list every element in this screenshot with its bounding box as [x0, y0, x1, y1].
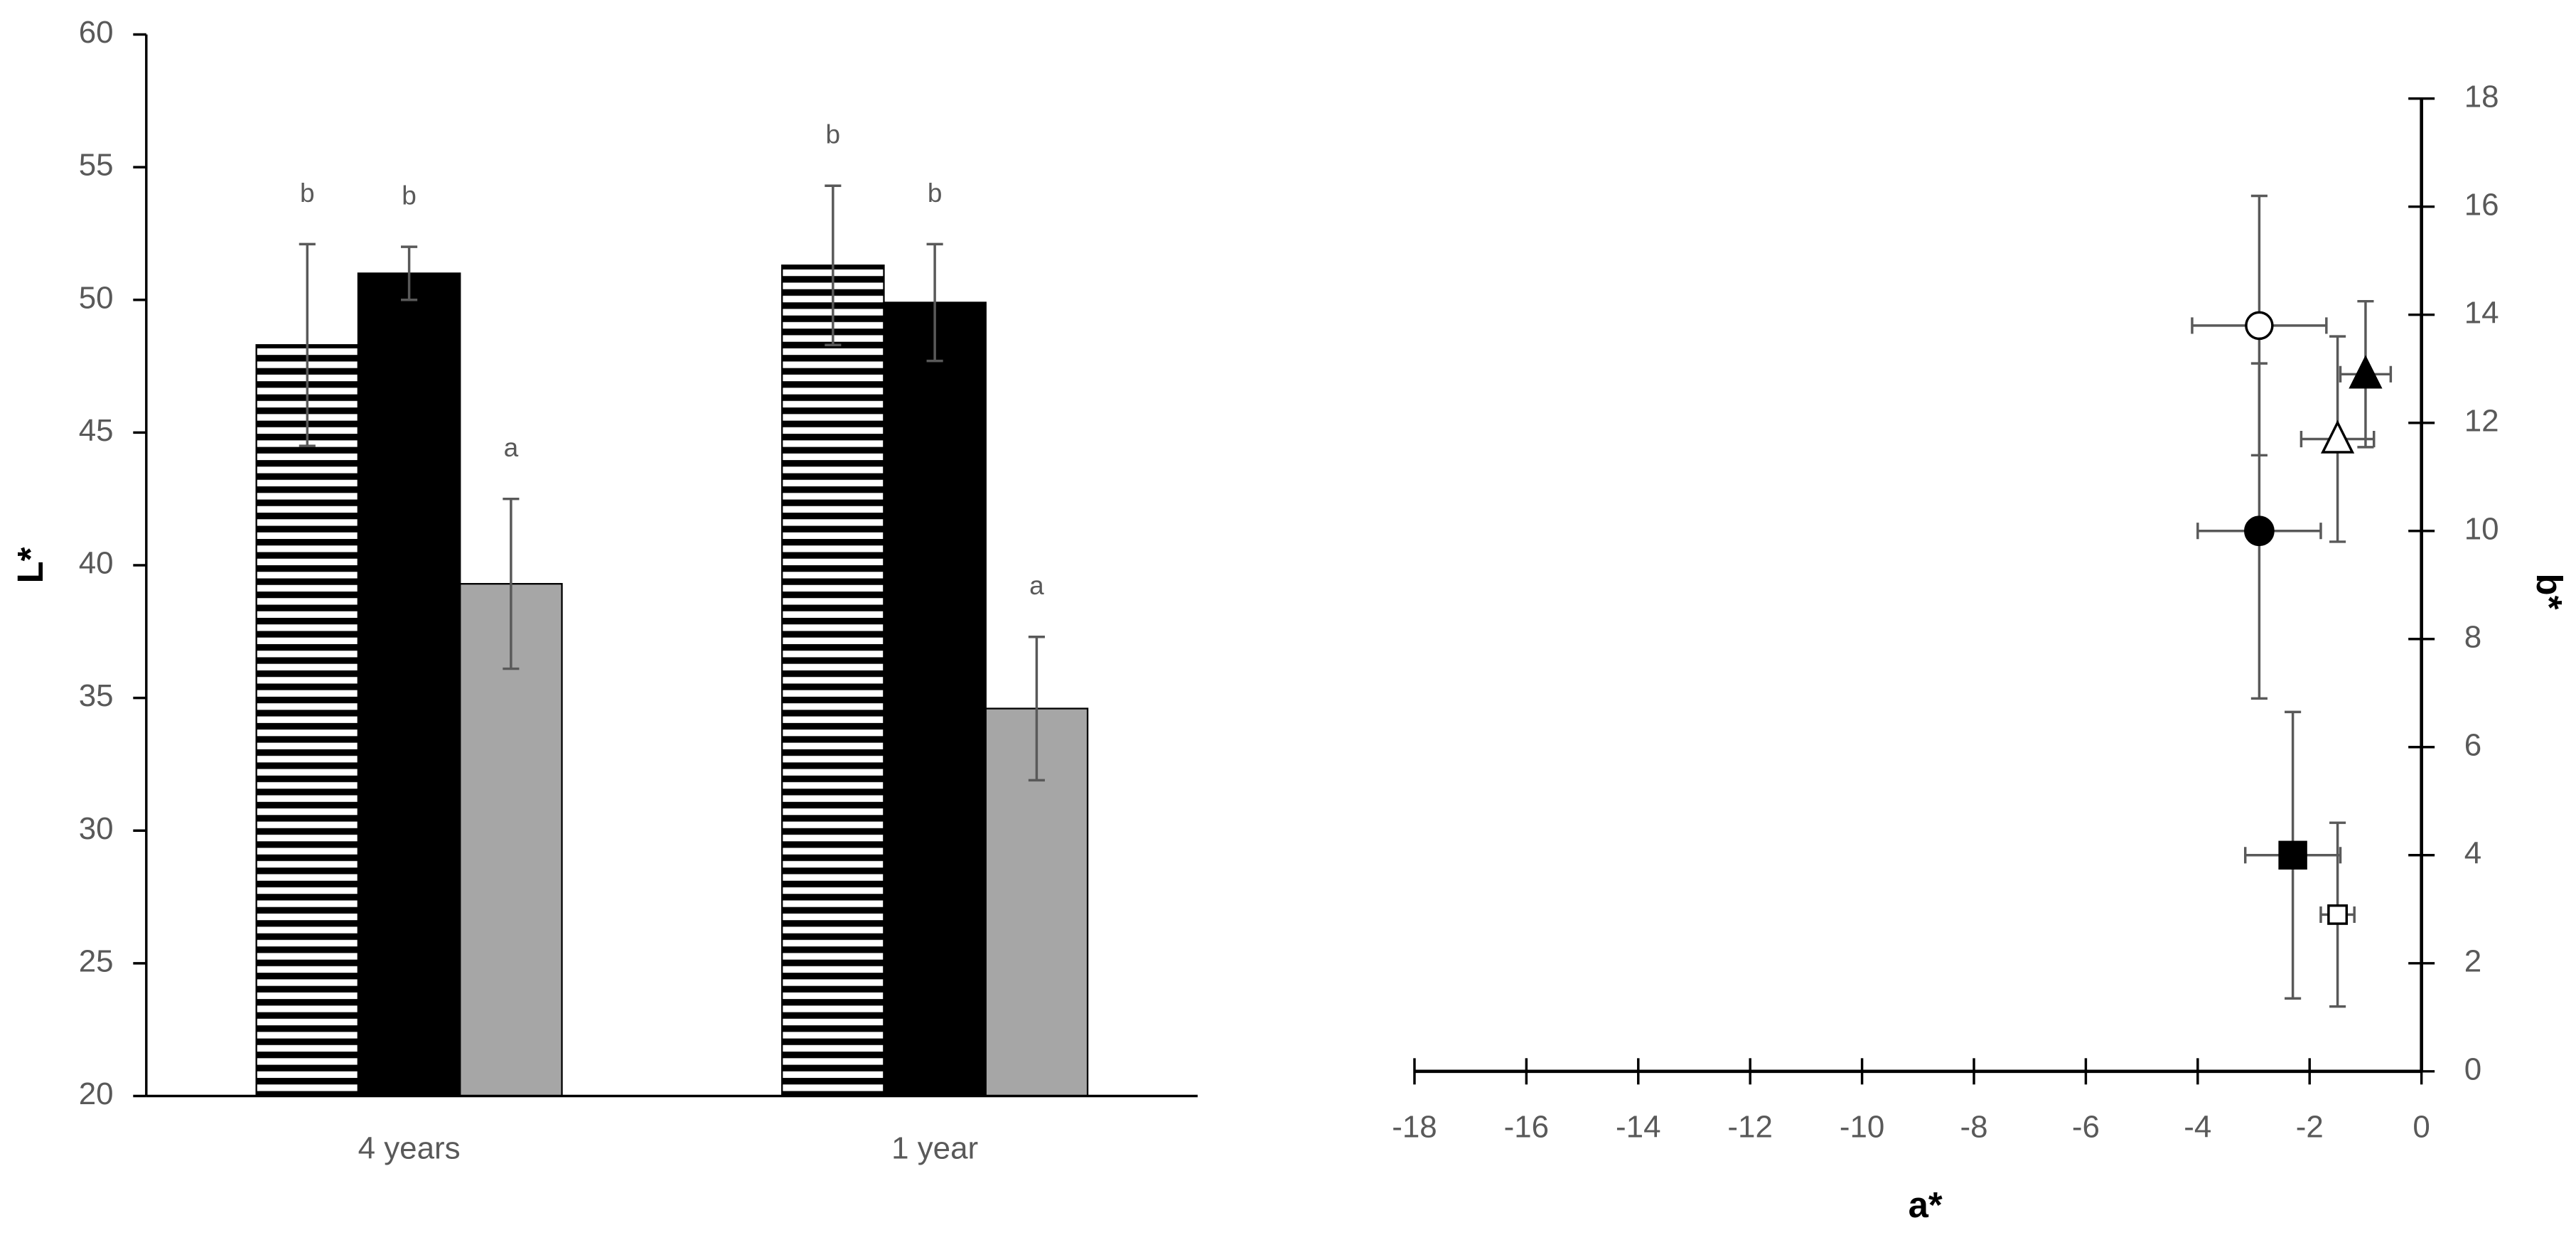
y-tick-label: 16 [2464, 187, 2499, 222]
x-axis-title: a* [1909, 1185, 1943, 1225]
x-tick-label: -12 [1727, 1109, 1772, 1144]
x-tick-label: -8 [1960, 1109, 1987, 1144]
x-tick-label: 0 [2413, 1109, 2430, 1144]
point [2244, 515, 2275, 547]
y-tick-label: 2 [2464, 943, 2481, 978]
y-axis-title: L* [10, 547, 50, 583]
y-tick-label: 35 [79, 678, 114, 713]
y-tick-label: 45 [79, 413, 114, 448]
significance-label: b [402, 181, 417, 210]
y-tick-label: 55 [79, 148, 114, 183]
point [2245, 311, 2274, 341]
significance-label: b [826, 120, 841, 149]
x-tick-label: -14 [1616, 1109, 1660, 1144]
significance-label: b [300, 178, 315, 208]
y-tick-label: 12 [2464, 403, 2499, 438]
y-tick-label: 60 [79, 15, 114, 50]
error-bar [299, 242, 316, 447]
x-tick-label: -2 [2296, 1109, 2324, 1144]
point [2278, 840, 2307, 870]
y-tick-label: 14 [2464, 295, 2499, 330]
bar [781, 264, 885, 1097]
point [2327, 904, 2349, 925]
error-bar [926, 242, 943, 363]
x-tick-label: -18 [1392, 1109, 1437, 1144]
y-tick-label: 0 [2464, 1052, 2481, 1086]
point [2320, 419, 2355, 454]
y-tick-label: 30 [79, 811, 114, 846]
significance-label: b [928, 178, 943, 208]
x-tick-label: 4 years [358, 1130, 461, 1165]
y-tick-label: 4 [2464, 835, 2481, 870]
x-tick-label: -4 [2184, 1109, 2211, 1144]
x-tick-label: -16 [1504, 1109, 1549, 1144]
significance-label: a [504, 433, 519, 462]
point [2349, 355, 2383, 389]
y-tick-label: 20 [79, 1076, 114, 1111]
y-tick-label: 18 [2464, 79, 2499, 114]
y-tick-label: 6 [2464, 727, 2481, 762]
y-tick-label: 25 [79, 943, 114, 978]
error-bar [401, 245, 418, 301]
bar [883, 301, 987, 1097]
error-bar [825, 184, 842, 346]
y-tick-label: 8 [2464, 619, 2481, 654]
error-bar [503, 497, 520, 670]
x-tick-label: -6 [2072, 1109, 2100, 1144]
y-tick-label: 40 [79, 546, 114, 581]
error-bar [1028, 636, 1045, 782]
x-tick-label: 1 year [891, 1130, 978, 1165]
y-tick-label: 50 [79, 280, 114, 315]
y-tick-label: 10 [2464, 511, 2499, 546]
bar [255, 344, 360, 1097]
significance-label: a [1029, 571, 1044, 600]
y-axis-title: b* [2529, 574, 2570, 610]
x-tick-label: -10 [1840, 1109, 1884, 1144]
bar [357, 272, 461, 1097]
